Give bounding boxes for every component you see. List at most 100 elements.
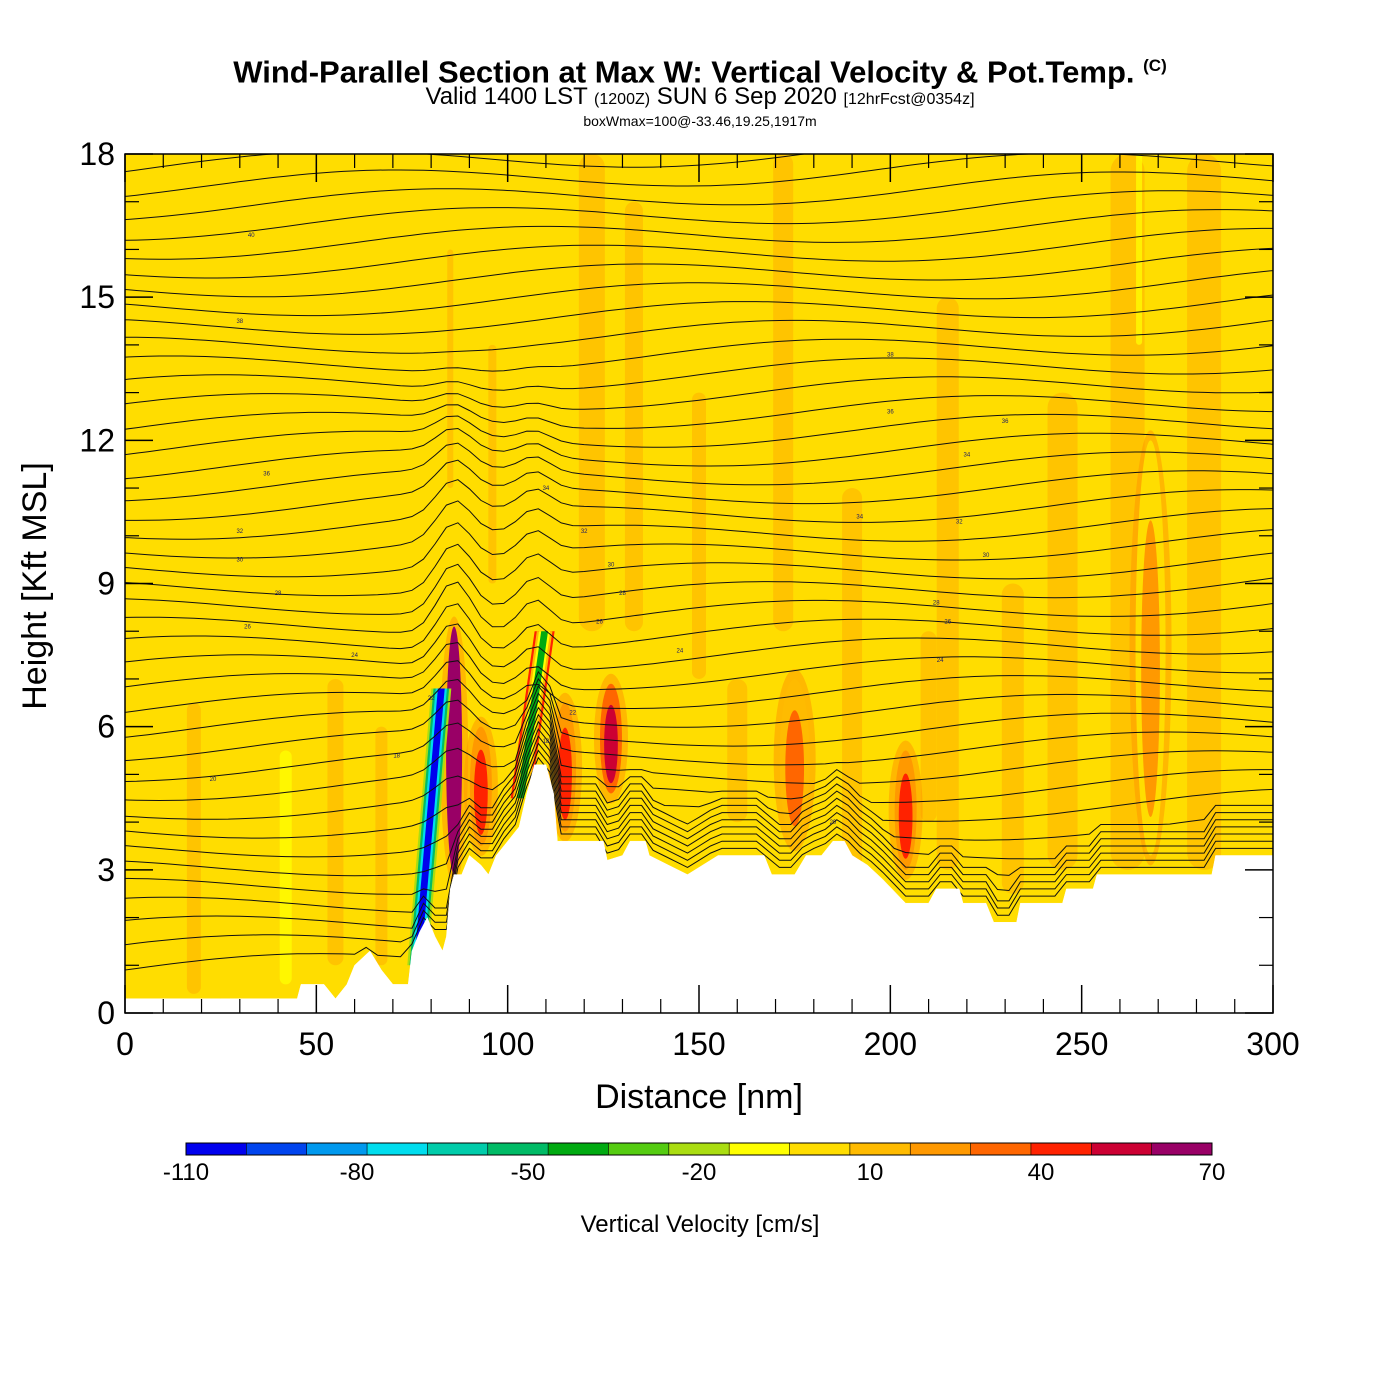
isentrope-line [125,713,1273,858]
isentrope-line [125,581,1273,633]
velocity-streak [375,726,388,966]
colorbar-swatch [849,1143,911,1155]
isentrope-line [125,270,1273,317]
colorbar-swatch [910,1143,972,1155]
velocity-streak [1136,154,1143,345]
isentrope-line [125,442,1273,502]
x-tick-label: 150 [672,1026,725,1062]
isentrope-label: 32 [581,529,588,535]
colorbar-swatch [1091,1143,1153,1155]
colorbar-swatch [487,1143,549,1155]
colorbar-label: Vertical Velocity [cm/s] [581,1211,820,1238]
colorbar: -110 -80 -50 -20 10 40 70 [163,1142,1225,1186]
chart-title-text: Wind-Parallel Section at Max W: Vertical… [233,54,1135,90]
updraft-core-peak [1141,520,1160,817]
x-tick-label: 250 [1055,1026,1108,1062]
isentrope-label: 40 [248,233,255,239]
colorbar-tick-label: 10 [857,1159,884,1186]
velocity-streak [327,678,344,966]
title-block: Wind-Parallel Section at Max W: Vertical… [0,48,1400,129]
isentrope-line [125,742,1273,929]
colorbar-swatch [1030,1143,1092,1155]
terrain [125,764,1273,1013]
colorbar-swatch [789,1143,851,1155]
isentrope-line [125,190,1273,241]
isentrope-label: 26 [244,624,251,630]
chart-title: Wind-Parallel Section at Max W: Vertical… [0,48,1400,90]
updraft-core-peak [558,727,572,820]
box-wmax-note: boxWmax=100@-33.46,19.25,1917m [583,113,817,130]
colorbar-swatch [306,1143,368,1155]
isentrope-line [125,294,1273,335]
isentrope-line [125,413,1273,456]
isentrope-label: 32 [236,529,243,535]
velocity-streak [692,392,706,679]
velocity-streak [488,344,497,584]
isentrope-label: 30 [983,553,990,559]
isentrope-line [125,699,1273,820]
isentrope-line [125,706,1273,839]
updraft-core-peak [785,710,805,827]
colorbar-swatch [970,1143,1032,1155]
x-tick-label: 0 [116,1026,134,1062]
velocity-streak [1001,583,1024,894]
isentrope-line [125,459,1273,521]
isentrope-line [125,670,1273,738]
colorbar-swatch [427,1143,489,1155]
valid-date: SUN 6 Sep 2020 [656,83,837,111]
isentrope-label: 30 [608,562,615,568]
isentrope-label: 36 [887,410,894,416]
x-tick-label: 50 [299,1026,335,1062]
isentrope-line [125,395,1273,430]
updraft-core-peak [898,773,913,859]
isentrope-label: 32 [956,519,963,525]
colorbar-swatch [548,1143,609,1155]
isentrope-label: 20 [210,777,217,783]
isentrope-label: 36 [1002,419,1009,425]
isentrope-line [125,522,1273,578]
isentrope-line [125,728,1273,895]
colorbar-tick-label: -110 [163,1159,209,1186]
isentrope-label: 22 [428,696,435,702]
colorbar-tick-label: -50 [511,1159,546,1186]
velocity-streak [624,201,643,632]
isentrope-line [125,357,1273,391]
valid-time-utc: (1200Z) [594,91,651,109]
isentrope-line [125,543,1273,597]
isentrope-label: 30 [236,558,243,564]
isentrope-line [125,720,1273,877]
isentrope-label: 26 [944,620,951,626]
isentrope-line [125,319,1273,354]
isentrope-label: 38 [887,352,894,358]
isentrope-label: 28 [933,601,940,607]
updraft-core-peak [449,674,460,852]
isentrope-line [125,749,1273,946]
colorbar-tick-label: -80 [340,1159,375,1186]
isentrope-line [125,735,1273,913]
isentrope-label: 34 [964,453,971,459]
y-tick-label: 15 [79,279,115,315]
isentrope-line [125,427,1273,480]
velocity-streak [920,631,937,823]
valid-time-lst: Valid 1400 LST [425,83,588,111]
y-tick-label: 12 [79,422,115,458]
forecast-info: [12hrFcst@0354z] [843,91,975,109]
y-tick-label: 0 [97,995,115,1031]
isentrope-label: 24 [937,658,944,664]
colorbar-swatch [367,1143,428,1155]
downdraft-core [413,688,445,966]
velocity-streak [447,249,454,489]
isentrope-label: 34 [856,515,863,521]
isentrope-line [125,227,1273,279]
velocity-streak [186,702,201,994]
y-tick-label: 6 [97,709,115,745]
isentrope-label: 22 [569,710,576,716]
isentrope-line [125,660,1273,713]
velocity-streak [578,154,605,632]
isentrope-label: 18 [393,753,400,759]
x-tick-label: 300 [1246,1026,1299,1062]
updraft-core-peak [474,749,488,835]
isentrope-label: 26 [596,620,603,626]
isentrope-line [125,247,1273,298]
colorbar-tick-label: 40 [1028,1159,1055,1186]
